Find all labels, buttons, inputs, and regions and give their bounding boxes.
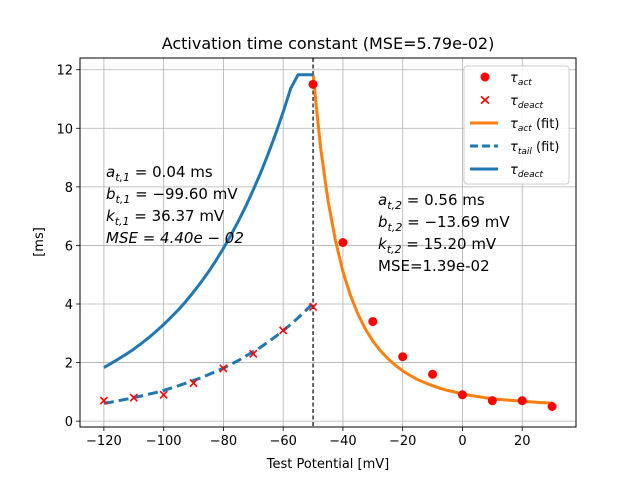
y-tick-label: 10: [56, 122, 73, 137]
series-line-3: [103, 302, 315, 405]
svg-text:τtail (fit): τtail (fit): [510, 140, 559, 157]
legend-box: [463, 65, 570, 185]
fit-parameter-line: at,1 = 0.04 ms: [106, 163, 213, 184]
tau-act-point: [338, 238, 348, 247]
fit-parameter-line: kt,1 = 36.37 mV: [106, 207, 225, 228]
tau-deact-point: [129, 393, 138, 402]
x-tick-label: −20: [389, 434, 416, 449]
x-tick-label: −120: [86, 434, 122, 449]
tau-deact-point: [308, 302, 318, 312]
fit-parameter-line: at,2 = 0.56 ms: [378, 191, 485, 212]
tau-act-point: [428, 369, 438, 379]
tau-deact-point: [159, 390, 168, 399]
tau-deact-point: [99, 396, 109, 405]
legend-entry: τact: [480, 71, 532, 88]
x-tick-label: −100: [146, 434, 182, 449]
tau-deact-point: [249, 349, 258, 358]
svg-text:τact: τact: [510, 71, 532, 88]
legend-entry: τdeact: [480, 94, 544, 111]
svg-text:τdeact: τdeact: [510, 163, 544, 180]
tau-deact-point: [279, 326, 288, 335]
fit-parameter-line: kt,2 = 15.20 mV: [378, 235, 497, 256]
legend-entry: τtail (fit): [470, 140, 559, 157]
tau-act-point: [308, 79, 318, 89]
fit-parameter-line: bt,1 = −99.60 mV: [106, 185, 238, 206]
fit-parameter-line: MSE=1.39e-02: [378, 257, 490, 275]
y-tick-label: 8: [65, 181, 73, 196]
tau-act-point: [487, 396, 497, 406]
legend-entry: τdeact: [470, 163, 544, 180]
y-tick-label: 2: [65, 357, 73, 372]
axis-ticks: −120 −100 −80 −60 −40 −20 0 20 0 2 4 6 8 10 12: [56, 64, 530, 449]
legend: τact τdeact τact (fit) τtail (fit) τdeact: [463, 65, 570, 185]
fit-parameter-line: bt,2 = −13.69 mV: [378, 213, 510, 234]
fit-parameter-line: MSE = 4.40e − 02: [106, 229, 244, 247]
x-tick-label: −40: [329, 434, 356, 449]
tau-act-point: [517, 396, 527, 406]
x-tick-label: 0: [458, 434, 466, 449]
y-tick-label: 0: [65, 415, 73, 430]
y-tick-label: 6: [65, 239, 73, 254]
tau-act-point: [398, 352, 408, 362]
y-axis-label: [ms]: [32, 227, 47, 257]
svg-text:τact (fit): τact (fit): [510, 117, 559, 134]
plot-frame: [79, 57, 577, 428]
x-tick-label: 20: [514, 434, 531, 449]
svg-text:τdeact: τdeact: [510, 94, 544, 111]
x-axis-label: Test Potential [mV]: [266, 457, 390, 472]
series-line-4: [103, 73, 314, 369]
x-tick-label: −60: [269, 434, 296, 449]
tau-act-point: [457, 390, 467, 400]
fit-curves: [103, 58, 553, 427]
tau-deact-point: [219, 364, 228, 373]
chart-title: Activation time constant (MSE=5.79e-02): [162, 34, 495, 53]
tau-act-point: [368, 317, 378, 327]
series-line-2: [311, 74, 553, 405]
data-points: [99, 79, 557, 411]
tau-deact-point: [189, 378, 198, 388]
tau-act-point: [547, 402, 557, 411]
legend-entry: τact (fit): [470, 117, 559, 134]
x-tick-label: −80: [210, 434, 237, 449]
y-tick-label: 12: [56, 64, 73, 79]
y-tick-label: 4: [65, 298, 73, 313]
